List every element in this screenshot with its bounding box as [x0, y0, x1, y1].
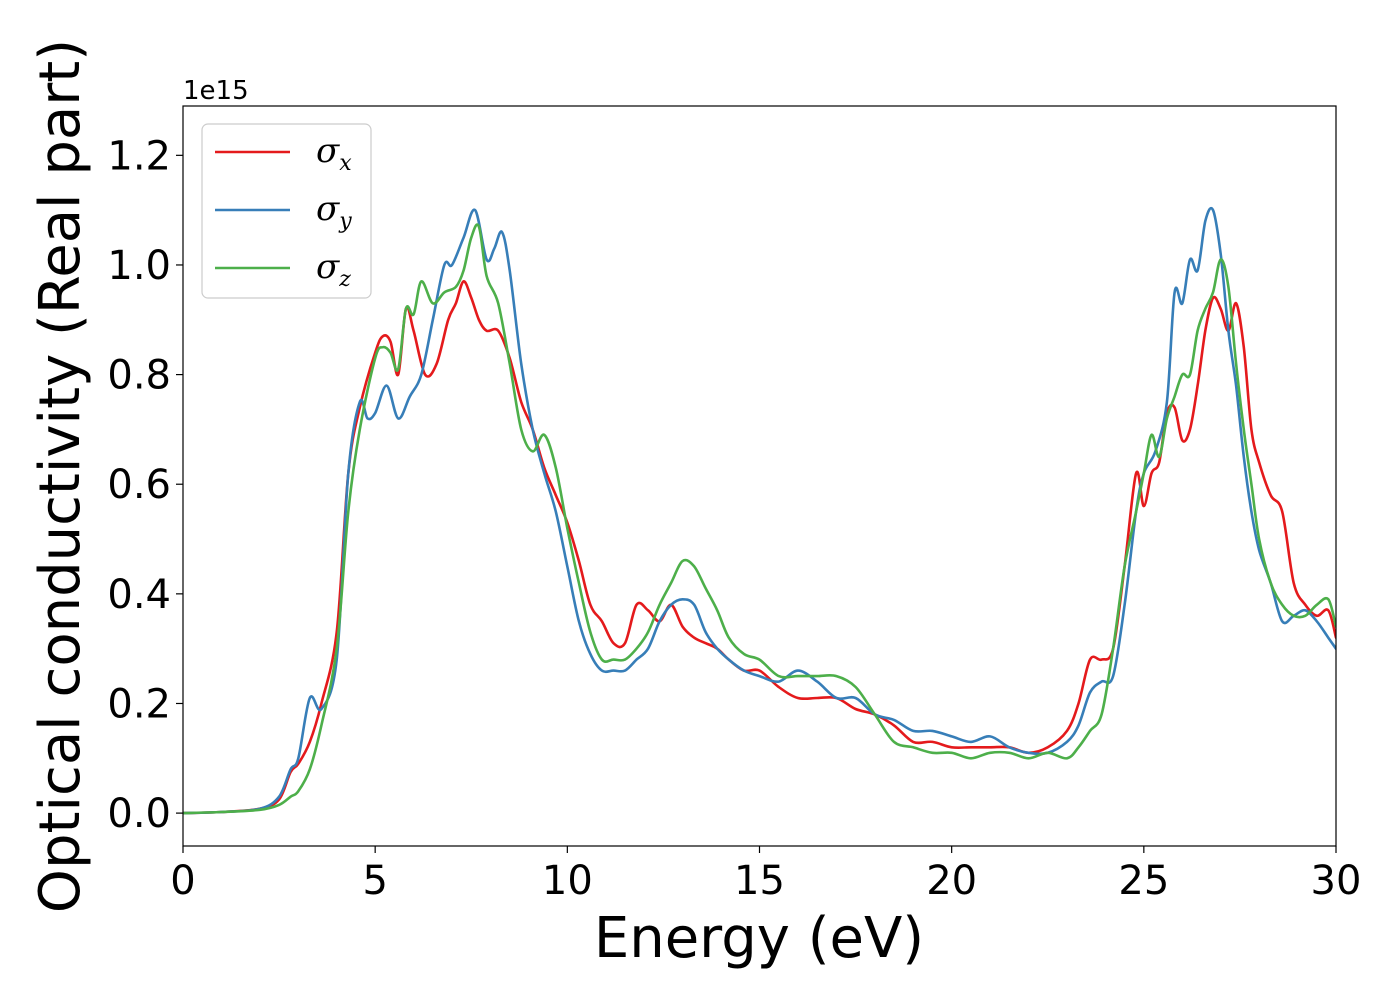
y-offset-label: 1e15 [183, 76, 249, 106]
y-tick-label: 1.2 [107, 133, 171, 179]
x-tick-label: 0 [170, 858, 195, 904]
x-axis-label: Energy (eV) [594, 906, 924, 971]
y-tick-label: 0.6 [107, 462, 171, 508]
y-tick-label: 0.0 [107, 791, 171, 837]
y-tick-label: 0.4 [107, 572, 171, 618]
y-tick-label: 0.2 [107, 681, 171, 727]
x-axis-ticks: 0 5 10 15 20 25 30 [170, 846, 1361, 904]
x-tick-label: 25 [1118, 858, 1169, 904]
x-tick-label: 15 [734, 858, 785, 904]
series-line-z [183, 223, 1336, 815]
legend-label-z: σz [316, 247, 351, 292]
legend-label-y: σy [316, 189, 352, 234]
legend: σx σy σz [201, 123, 372, 299]
y-tick-label: 0.8 [107, 353, 171, 399]
series-line-y [183, 206, 1336, 815]
x-tick-label: 10 [542, 858, 593, 904]
x-tick-label: 30 [1311, 858, 1362, 904]
x-tick-label: 20 [926, 858, 977, 904]
x-tick-label: 5 [362, 858, 387, 904]
series-layer [183, 206, 1336, 815]
legend-label-x: σx [316, 131, 352, 176]
y-axis-ticks: 0.0 0.2 0.4 0.6 0.8 1.0 1.2 [107, 133, 183, 837]
y-axis-label: Optical conductivity (Real part) [28, 39, 93, 913]
y-tick-label: 1.0 [107, 243, 171, 289]
